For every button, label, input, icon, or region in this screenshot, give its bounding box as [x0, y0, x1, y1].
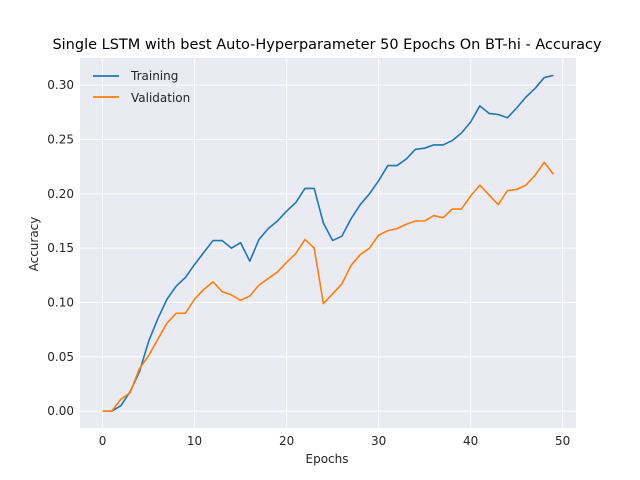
x-tick-label: 10 — [187, 434, 202, 448]
y-tick-label: 0.00 — [47, 404, 74, 418]
y-tick-label: 0.05 — [47, 350, 74, 364]
x-tick-labels: 0 10 20 30 40 50 — [99, 434, 571, 448]
plot-area — [80, 58, 576, 428]
y-tick-label: 0.30 — [47, 78, 74, 92]
y-tick-label: 0.20 — [47, 187, 74, 201]
chart-title: Single LSTM with best Auto-Hyperparamete… — [52, 37, 602, 53]
y-tick-labels: 0.00 0.05 0.10 0.15 0.20 0.25 0.30 — [47, 78, 74, 418]
grid-lines — [80, 58, 576, 428]
y-tick-label: 0.10 — [47, 295, 74, 309]
series-line-validation — [102, 161, 555, 412]
x-tick-label: 20 — [279, 434, 294, 448]
y-axis-label: Accuracy — [27, 217, 41, 272]
x-tick-label: 50 — [555, 434, 570, 448]
y-tick-label: 0.15 — [47, 241, 74, 255]
legend-label-training: Training — [130, 69, 178, 83]
series-line-training — [102, 74, 554, 412]
x-tick-label: 0 — [99, 434, 107, 448]
y-tick-label: 0.25 — [47, 132, 74, 146]
x-tick-label: 40 — [463, 434, 478, 448]
legend: Training Validation — [93, 69, 190, 105]
x-tick-label: 30 — [371, 434, 386, 448]
legend-label-validation: Validation — [131, 91, 190, 105]
x-axis-label: Epochs — [306, 452, 349, 466]
series-lines — [102, 74, 555, 412]
